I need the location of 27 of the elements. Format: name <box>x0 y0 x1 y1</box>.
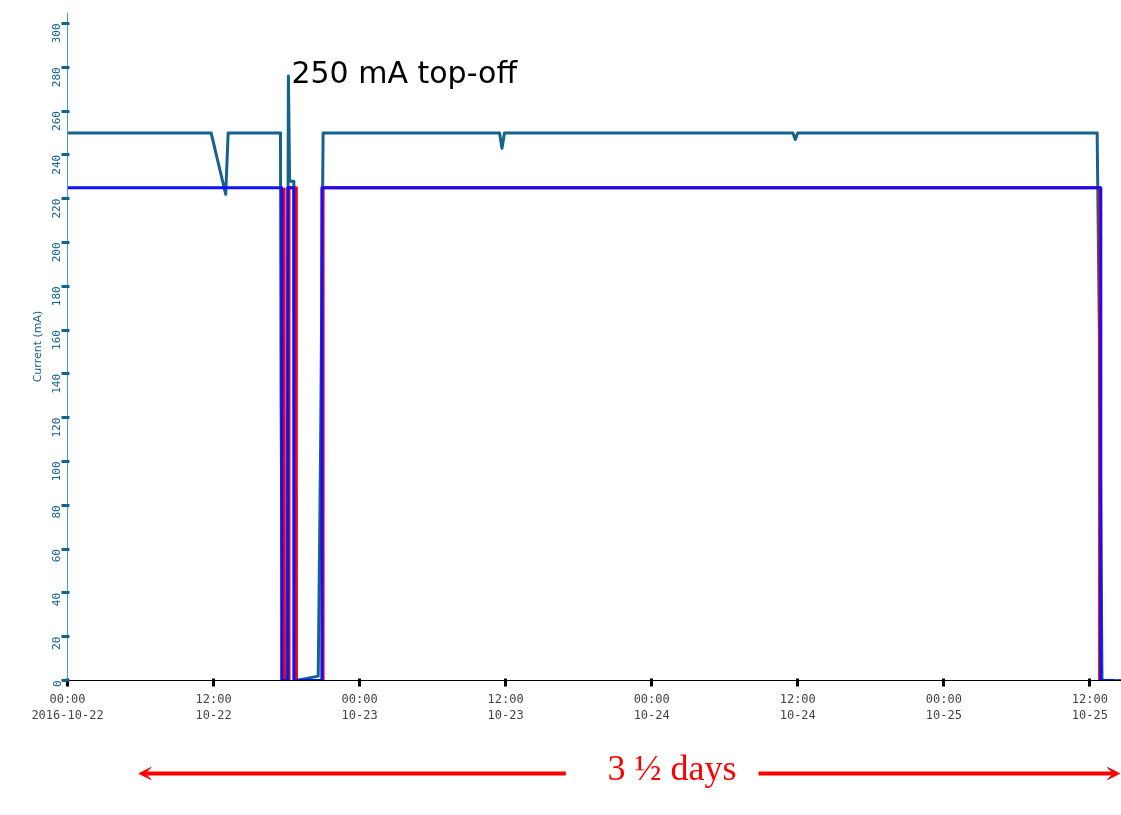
y-tick-label: 260 <box>50 111 64 131</box>
x-tick-label: 12:00 10-22 <box>195 691 232 723</box>
x-tick-label: 12:00 10-25 <box>1071 691 1108 723</box>
y-tick-label: 100 <box>50 461 64 482</box>
x-tick-label: 00:00 10-24 <box>633 691 670 723</box>
x-tick-label: 12:00 10-23 <box>487 691 524 723</box>
y-tick-label: 160 <box>50 330 64 350</box>
y-axis-title: Current (mA) <box>30 310 44 383</box>
annotation: 250 mA top-off <box>291 55 519 91</box>
y-tick-label: 300 <box>50 23 64 44</box>
y-tick-label: 40 <box>50 592 64 607</box>
x-tick-label: 12:00 10-24 <box>779 691 816 723</box>
y-tick-label: 120 <box>50 417 64 438</box>
x-tick-label: 00:00 10-23 <box>341 691 378 723</box>
y-tick-label: 60 <box>50 549 64 563</box>
y-tick-label: 220 <box>50 198 64 219</box>
y-tick-label: 180 <box>50 286 64 307</box>
x-tick-label: 00:00 10-25 <box>925 691 962 723</box>
y-tick-label: 240 <box>50 154 64 175</box>
y-tick-label: 280 <box>50 67 64 88</box>
y-tick-label: 140 <box>50 373 64 394</box>
y-tick-label: 200 <box>50 242 64 263</box>
y-tick-label: 80 <box>50 505 64 519</box>
y-tick-label: 0 <box>50 680 64 688</box>
x-tick-label: 00:00 2016-10-22 <box>31 691 104 723</box>
text: 3 ½ days <box>607 747 737 788</box>
y-tick-label: 20 <box>50 636 64 650</box>
